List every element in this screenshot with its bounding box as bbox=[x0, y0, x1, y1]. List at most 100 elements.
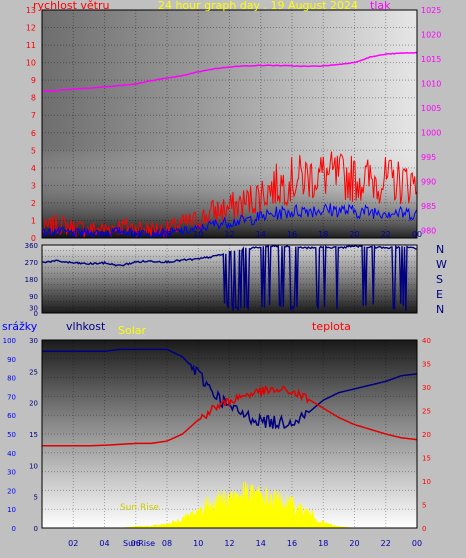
wind-tick-5: 5 bbox=[31, 146, 36, 155]
bottom-time-tick-9: 20 bbox=[349, 539, 359, 548]
temperature-tick-1: 5 bbox=[422, 502, 426, 510]
bottom-time-tick-11: 00 bbox=[412, 539, 422, 548]
humidity-tick-2: 10 bbox=[29, 462, 38, 470]
temperature-label: teplota bbox=[312, 320, 351, 333]
wind-tick-6: 6 bbox=[31, 129, 36, 138]
bottom-time-tick-6: 14 bbox=[256, 539, 266, 548]
bottom-time-tick-8: 18 bbox=[318, 539, 328, 548]
direction-tick-1: 30 bbox=[29, 304, 38, 312]
direction-frame bbox=[41, 244, 418, 314]
direction-tick-0: 0 bbox=[34, 310, 38, 318]
direction-tick-3: 90 bbox=[29, 293, 38, 301]
top-time-tick-11: 00 bbox=[412, 230, 422, 239]
wind-tick-0: 0 bbox=[31, 234, 36, 243]
wind-pressure-series bbox=[41, 51, 418, 239]
compass-e: E bbox=[436, 288, 443, 301]
wind-pressure-frame bbox=[41, 9, 418, 239]
wind-tick-3: 3 bbox=[31, 181, 36, 190]
rain-tick-6: 60 bbox=[7, 412, 16, 420]
humidity-tick-3: 15 bbox=[29, 431, 38, 439]
pressure-tick-4: 1000 bbox=[421, 129, 441, 138]
rain-tick-3: 30 bbox=[7, 469, 16, 477]
wind-speed-label: rychlost větru bbox=[33, 0, 109, 12]
series-teplota bbox=[42, 385, 418, 447]
bottom-time-tick-7: 16 bbox=[287, 539, 297, 548]
bottom-time-tick-4: 10 bbox=[193, 539, 203, 548]
wind-tick-11: 11 bbox=[26, 41, 36, 50]
bottom-time-tick-2: 06 bbox=[131, 539, 141, 548]
top-time-tick-6: 14 bbox=[256, 230, 266, 239]
temperature-tick-6: 30 bbox=[422, 384, 431, 392]
series-direction bbox=[41, 244, 418, 312]
rain-tick-7: 70 bbox=[7, 393, 16, 401]
wind-tick-1: 1 bbox=[31, 216, 36, 225]
rain-tick-1: 10 bbox=[7, 506, 16, 514]
series-tlak bbox=[41, 51, 417, 93]
bottom-time-tick-10: 22 bbox=[381, 539, 391, 548]
compass-n-top: N bbox=[436, 243, 444, 256]
series-gust bbox=[41, 151, 418, 239]
rain-label: srážky bbox=[2, 320, 38, 333]
temperature-tick-7: 35 bbox=[422, 361, 431, 369]
humidity-tick-1: 5 bbox=[34, 494, 38, 502]
rain-tick-4: 40 bbox=[7, 450, 16, 458]
direction-tick-6: 180 bbox=[25, 276, 38, 284]
humidity-tick-0: 0 bbox=[34, 525, 38, 533]
wind-tick-7: 7 bbox=[31, 111, 36, 120]
direction-tick-9: 270 bbox=[25, 259, 38, 267]
top-time-tick-2: 06 bbox=[131, 230, 141, 239]
wind-tick-4: 4 bbox=[31, 164, 36, 173]
solar-label: Solar bbox=[118, 324, 147, 337]
pressure-tick-1: 985 bbox=[421, 202, 436, 211]
wind-tick-8: 8 bbox=[31, 94, 36, 103]
temperature-tick-8: 40 bbox=[422, 337, 431, 345]
wind-tick-2: 2 bbox=[31, 199, 36, 208]
bottom-time-tick-1: 04 bbox=[99, 539, 109, 548]
pressure-tick-6: 1010 bbox=[421, 80, 441, 89]
pressure-tick-7: 1015 bbox=[421, 55, 441, 64]
wind-tick-13: 13 bbox=[26, 6, 36, 15]
compass-w: W bbox=[436, 258, 447, 271]
wind-tick-10: 10 bbox=[26, 59, 36, 68]
direction-tick-12: 360 bbox=[25, 242, 38, 250]
title: 24 hour graph day . 19 August 2024 bbox=[158, 0, 358, 12]
temperature-tick-5: 25 bbox=[422, 408, 431, 416]
temperature-tick-3: 15 bbox=[422, 455, 431, 463]
direction-axis: 030 90 180 270 360 bbox=[25, 242, 38, 318]
humidity-tick-4: 20 bbox=[29, 400, 38, 408]
rain-tick-5: 50 bbox=[7, 431, 16, 439]
top-time-axis: 02 04 06 08 10 12 14 16 18 20 22 00 bbox=[68, 230, 422, 239]
bottom-axes: 0 10 20 30 40 50 60 70 80 90 10 00 5 10 15 20 25 30 0 5 10 15… bbox=[3, 337, 431, 548]
top-time-tick-5: 12 bbox=[224, 230, 234, 239]
pressure-tick-3: 995 bbox=[421, 153, 436, 162]
pressure-tick-8: 1020 bbox=[421, 31, 441, 40]
rain-tick-8: 80 bbox=[7, 375, 16, 383]
top-time-tick-3: 08 bbox=[162, 230, 172, 239]
rain-tick-9: 90 bbox=[7, 356, 16, 364]
temperature-humidity-plot-area bbox=[42, 340, 417, 528]
sun-rise-annotation: Sun Rise bbox=[120, 503, 159, 513]
temperature-tick-4: 20 bbox=[422, 431, 431, 439]
pressure-label: tlak bbox=[370, 0, 391, 12]
direction-series bbox=[41, 244, 418, 312]
top-time-tick-7: 16 bbox=[287, 230, 297, 239]
temperature-humidity-frame bbox=[41, 339, 418, 529]
sun-rise-axis-label: SunRise bbox=[123, 539, 155, 548]
wind-tick-9: 9 bbox=[31, 76, 36, 85]
pressure-axis: 980 985 990 995 1000 1005 1010 1015 1020 1025 bbox=[421, 6, 441, 236]
top-time-tick-10: 22 bbox=[381, 230, 391, 239]
compass-n-bottom: N bbox=[436, 303, 444, 316]
compass-s: S bbox=[436, 273, 443, 286]
humidity-tick-5: 25 bbox=[29, 368, 38, 376]
rain-tick-2: 20 bbox=[7, 487, 16, 495]
top-time-tick-8: 18 bbox=[318, 230, 328, 239]
temperature-tick-0: 0 bbox=[422, 525, 426, 533]
bottom-time-tick-3: 08 bbox=[162, 539, 172, 548]
bottom-time-tick-5: 12 bbox=[224, 539, 234, 548]
humidity-tick-6: 30 bbox=[29, 337, 38, 345]
temperature-tick-2: 10 bbox=[422, 478, 431, 486]
bottom-time-tick-0: 02 bbox=[68, 539, 78, 548]
